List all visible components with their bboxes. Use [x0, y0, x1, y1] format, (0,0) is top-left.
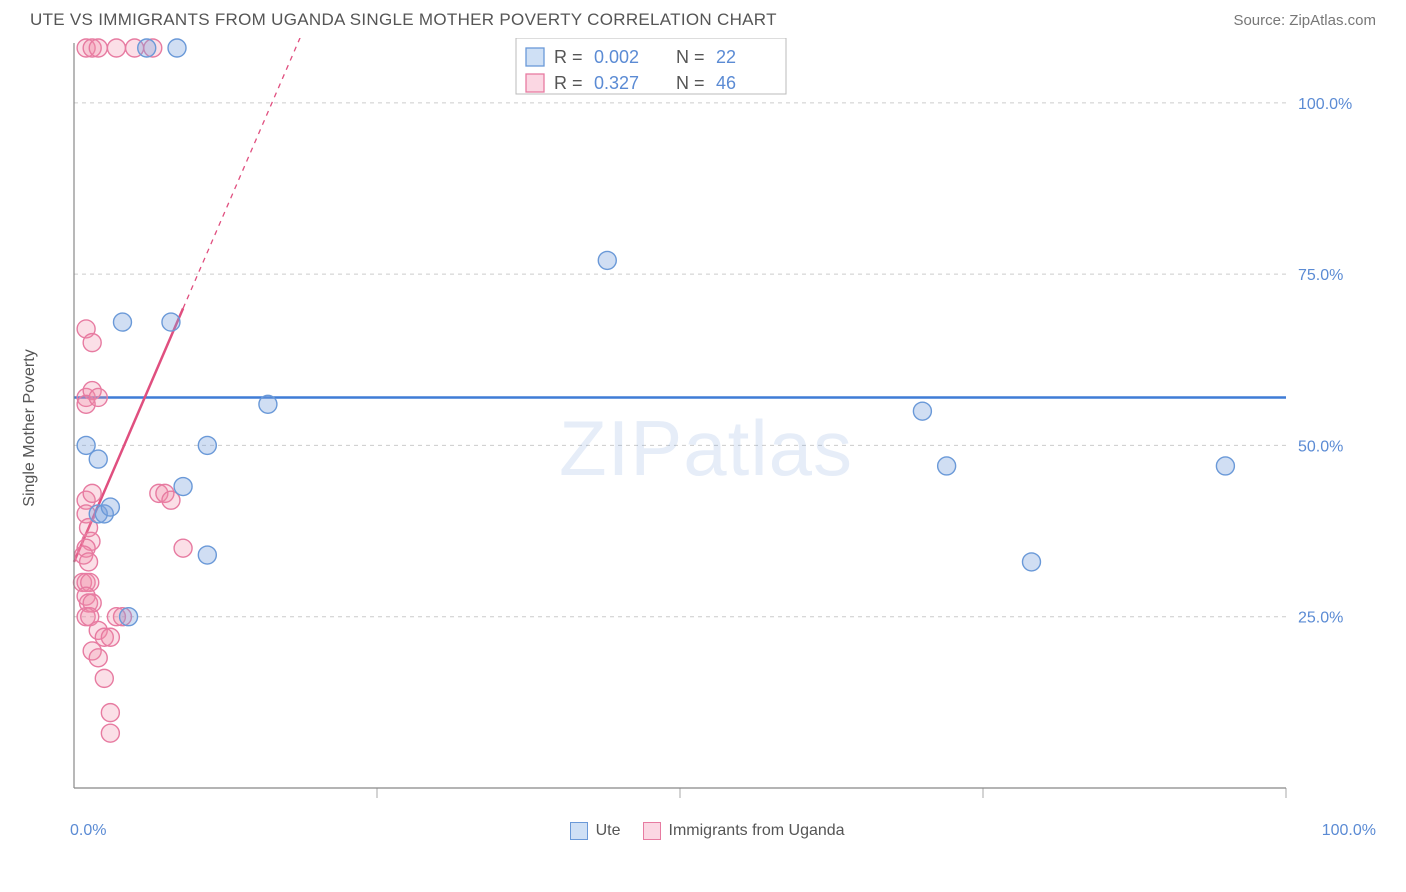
- data-point: [162, 313, 180, 331]
- data-point: [168, 39, 186, 57]
- legend-n-label: N =: [676, 73, 705, 93]
- data-point: [83, 334, 101, 352]
- watermark: ZIPatlas: [559, 404, 853, 492]
- y-tick-label: 100.0%: [1298, 96, 1352, 113]
- data-point: [101, 498, 119, 516]
- legend-swatch: [570, 822, 588, 840]
- data-point: [89, 649, 107, 667]
- data-point: [174, 539, 192, 557]
- scatter-chart: 25.0% 50.0% 75.0% 100.0% ZIPatlas R = 0.002 N =…: [46, 38, 1366, 818]
- data-point: [913, 402, 931, 420]
- legend-swatch: [643, 822, 661, 840]
- chart-source: Source: ZipAtlas.com: [1233, 12, 1376, 29]
- chart-container: Single Mother Poverty 25.0%50.0%75.0%100…: [46, 38, 1396, 818]
- legend-r-value: 0.327: [594, 73, 639, 93]
- bottom-legend: 0.0% Ute Immigrants from Uganda 100.0%: [10, 818, 1396, 840]
- legend-swatch: [526, 48, 544, 66]
- data-point: [101, 628, 119, 646]
- data-point: [1216, 457, 1234, 475]
- legend-r-label: R =: [554, 47, 583, 67]
- data-point: [95, 669, 113, 687]
- data-point: [83, 484, 101, 502]
- y-axis-label: Single Mother Poverty: [21, 349, 39, 506]
- legend-n-label: N =: [676, 47, 705, 67]
- legend-n-value: 46: [716, 73, 736, 93]
- y-tick-label: 50.0%: [1298, 438, 1343, 455]
- legend-n-value: 22: [716, 47, 736, 67]
- legend-item: Immigrants from Uganda: [643, 822, 845, 840]
- data-point: [138, 39, 156, 57]
- data-point: [101, 724, 119, 742]
- legend-label: Ute: [596, 822, 621, 840]
- data-point: [101, 704, 119, 722]
- data-point: [89, 450, 107, 468]
- data-point: [107, 39, 125, 57]
- x-axis-min-label: 0.0%: [70, 822, 106, 840]
- legend-swatch: [526, 74, 544, 92]
- legend-item: Ute: [570, 822, 621, 840]
- legend-r-value: 0.002: [594, 47, 639, 67]
- chart-title: UTE VS IMMIGRANTS FROM UGANDA SINGLE MOT…: [30, 10, 777, 30]
- trend-line-ext-1: [183, 38, 316, 308]
- data-point: [120, 608, 138, 626]
- data-point: [89, 388, 107, 406]
- data-point: [198, 436, 216, 454]
- data-point: [80, 553, 98, 571]
- data-point: [259, 395, 277, 413]
- y-tick-label: 75.0%: [1298, 267, 1343, 284]
- data-point: [89, 39, 107, 57]
- data-point: [598, 251, 616, 269]
- data-point: [174, 478, 192, 496]
- legend-label: Immigrants from Uganda: [669, 822, 845, 840]
- data-point: [198, 546, 216, 564]
- data-point: [1022, 553, 1040, 571]
- x-axis-max-label: 100.0%: [1322, 822, 1376, 840]
- data-point: [113, 313, 131, 331]
- data-point: [938, 457, 956, 475]
- legend-r-label: R =: [554, 73, 583, 93]
- y-tick-label: 25.0%: [1298, 610, 1343, 627]
